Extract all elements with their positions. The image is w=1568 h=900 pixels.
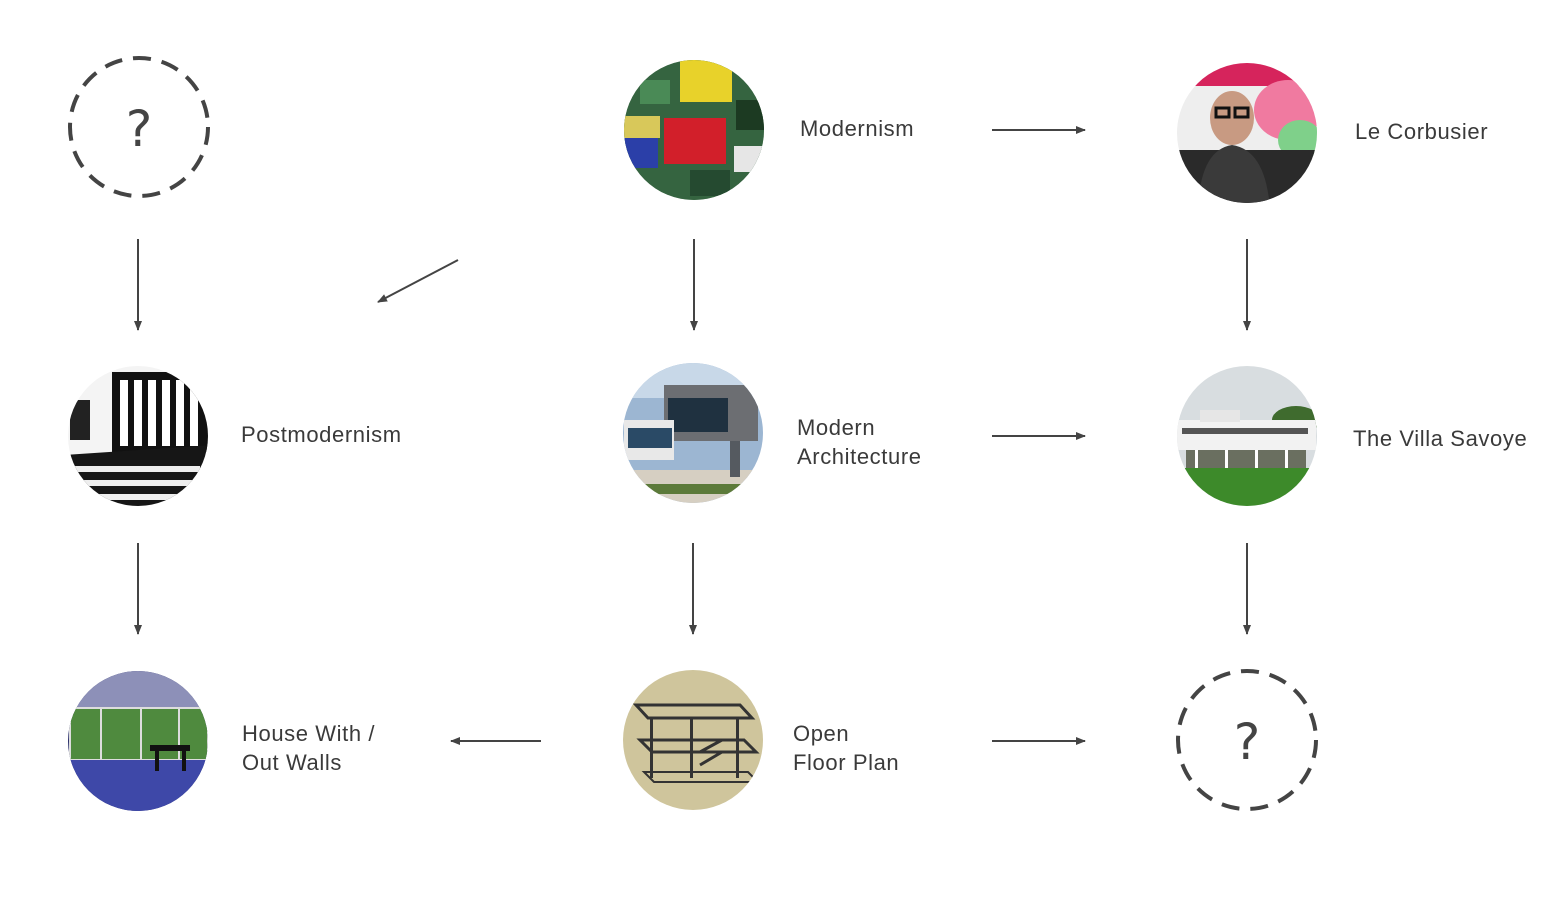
question-mark-top: ? [126,100,153,158]
unknown-node-bottom: ? [1176,669,1318,811]
label-house-without-walls: House With / Out Walls [242,719,375,777]
label-postmodernism: Postmodernism [241,422,402,447]
house-without-walls-image [68,671,208,811]
label-house-line2: Out Walls [242,750,342,775]
modern-architecture-image [623,363,763,503]
label-open-floor-plan-line2: Floor Plan [793,750,900,775]
postmodernism-image [68,366,208,506]
le-corbusier-image [1177,63,1317,203]
label-modern-architecture-line1: Modern [797,415,876,440]
open-floor-plan-image [623,670,763,810]
label-open-floor-plan: Open Floor Plan [793,719,899,777]
label-villa-savoye: The Villa Savoye [1353,426,1528,451]
label-le-corbusier: Le Corbusier [1355,119,1489,144]
unknown-node-top: ? [68,56,210,198]
label-modern-architecture-line2: Architecture [797,444,922,469]
label-open-floor-plan-line1: Open [793,721,850,746]
villa-savoye-image [1177,366,1317,506]
label-house-line1: House With / [242,721,376,746]
modernism-image [624,60,764,200]
label-modern-architecture: Modern Architecture [797,413,922,471]
arrow-modernism-to-postmodernism [377,259,459,303]
label-modernism: Modernism [800,116,915,141]
question-mark-bottom: ? [1234,713,1261,771]
